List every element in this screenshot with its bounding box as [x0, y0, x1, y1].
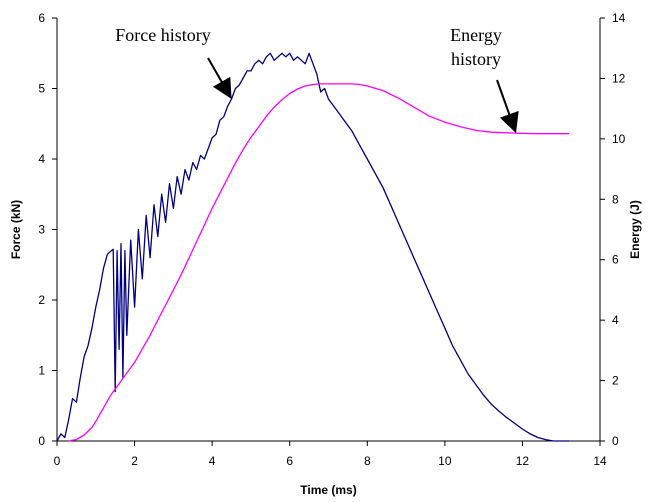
x-tick-label: 10 [438, 454, 452, 468]
x-tick-label: 4 [209, 454, 216, 468]
x-tick-label: 12 [516, 454, 530, 468]
y-right-tick-label: 14 [612, 11, 626, 25]
y-left-tick-label: 3 [38, 223, 45, 237]
annotation-force-history-label: Force history [115, 25, 210, 45]
y-left-tick-label: 1 [38, 364, 45, 378]
y-left-tick-label: 4 [38, 152, 45, 166]
series-lines [56, 52, 569, 442]
x-tick-label: 2 [131, 454, 138, 468]
y-left-tick-label: 5 [38, 82, 45, 96]
y-right-tick-label: 0 [612, 434, 619, 448]
y-axis-right-title: Energy (J) [628, 200, 642, 259]
annotation-force-arrow [207, 57, 232, 100]
annotation-energy-arrow [496, 79, 519, 134]
series-line-force-history [56, 52, 569, 442]
x-tick-label: 8 [364, 454, 371, 468]
y-right-tick-label: 8 [612, 192, 619, 206]
axes [52, 17, 605, 446]
series-line-energy-history [68, 83, 569, 442]
x-tick-label: 6 [286, 454, 293, 468]
x-axis-title: Time (ms) [300, 483, 356, 497]
y-left-tick-label: 0 [38, 434, 45, 448]
annotation-energy-label-line1: Energy [450, 25, 502, 45]
x-tick-label: 0 [54, 454, 61, 468]
annotations: Force history Energy history [115, 25, 519, 134]
y-right-tick-label: 12 [612, 71, 626, 85]
y-left-tick-label: 6 [38, 11, 45, 25]
y-left-tick-label: 2 [38, 293, 45, 307]
y-axis-left-title: Force (kN) [9, 200, 23, 259]
y-right-tick-label: 2 [612, 374, 619, 388]
y-right-tick-label: 10 [612, 132, 626, 146]
x-tick-label: 14 [593, 454, 607, 468]
annotation-energy-label-line2: history [451, 49, 501, 69]
y-right-tick-label: 4 [612, 313, 619, 327]
y-right-tick-label: 6 [612, 253, 619, 267]
